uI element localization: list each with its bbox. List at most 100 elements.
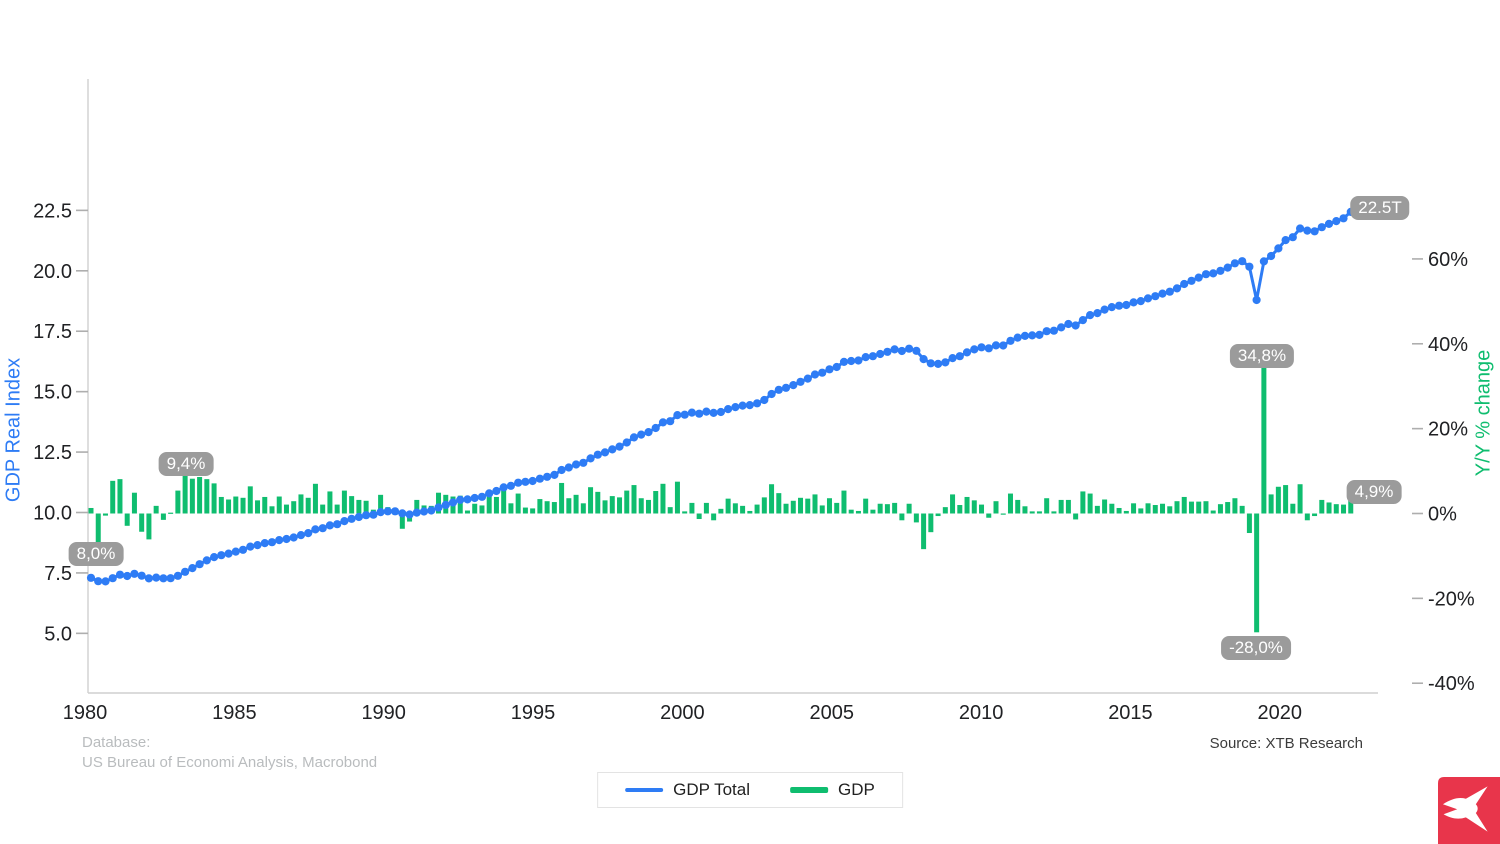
gdp-total-marker [789,381,798,390]
gdp-growth-bar [877,503,883,514]
gdp-growth-bar [1319,499,1325,514]
right-tick-label: -40% [1428,673,1475,695]
xtb-bird-icon [1438,777,1500,844]
gdp-growth-bar [95,513,101,548]
gdp-total-marker [144,574,153,583]
gdp-total-marker [391,507,400,516]
gdp-total-marker [883,347,892,356]
gdp-growth-bar [899,513,905,521]
gdp-growth-bar [638,498,644,514]
gdp-growth-bar [233,496,239,514]
gdp-growth-bar [486,490,492,514]
gdp-growth-bar [740,505,746,514]
gdp-growth-bar [276,496,282,514]
database-note: Database: US Bureau of Economi Analysis,… [82,733,377,773]
gdp-growth-bar [551,502,557,514]
gdp-total-marker [238,545,248,554]
gdp-total-marker [868,352,878,361]
gdp-growth-bar [255,500,261,514]
gdp-total-marker [1057,323,1066,332]
gdp-growth-bar [689,502,695,514]
legend: GDP Total GDP [597,772,903,808]
gdp-growth-bar [1196,501,1202,514]
gdp-total-line-swatch [625,788,664,792]
gdp-total-marker [832,362,841,372]
gdp-growth-bar [848,509,854,514]
gdp-total-marker [260,539,269,548]
gdp-growth-bar [1210,510,1216,514]
gdp-total-marker [224,549,233,558]
x-tick-label: 2000 [660,702,705,724]
database-value: US Bureau of Economi Analysis, Macrobond [82,754,378,771]
gdp-growth-bar [906,503,912,514]
gdp-growth-bar [349,496,355,514]
gdp-total-marker [434,503,443,512]
gdp-total-marker [666,417,675,426]
gdp-growth-bar [110,480,116,514]
gdp-total-marker [427,506,436,515]
gdp-total-marker [890,345,899,354]
gdp-growth-bar [1102,499,1108,514]
gdp-growth-bar [226,499,232,514]
gdp-total-line [90,210,1352,583]
gdp-growth-bar [160,513,166,520]
left-tick-label: 5.0 [44,623,72,645]
gdp-growth-bar [1087,493,1093,514]
gdp-total-marker [1238,257,1247,266]
gdp-total-marker [470,493,479,503]
gdp-growth-bar [1174,501,1180,514]
gdp-total-marker [955,352,964,361]
gdp-growth-bar [457,495,463,514]
gdp-total-marker [1115,301,1124,310]
gdp-total-marker [1317,223,1326,232]
gdp-total-marker [485,489,494,498]
gdp-total-marker [362,511,371,520]
gdp-total-marker [1129,298,1138,307]
gdp-total-marker [991,341,1001,350]
gdp-growth-bar [1022,506,1028,514]
gdp-total-marker [311,525,320,534]
gdp-growth-bar [341,490,347,514]
gdp-growth-bar [493,496,499,514]
gdp-growth-bar [218,496,224,514]
gdp-growth-bar [1261,365,1267,514]
gdp-total-marker [1209,269,1218,278]
gdp-total-marker [615,442,624,451]
gdp-total-marker [1230,259,1239,268]
gdp-growth-bar [1160,503,1166,514]
gdp-growth-bar [682,511,688,514]
gdp-growth-bar [580,503,586,514]
gdp-total-marker [774,385,783,394]
annotation-badge: 4,9% [1346,480,1402,504]
gdp-total-marker [702,407,711,416]
gdp-growth-bar [957,505,963,514]
gdp-growth-bar [1217,504,1223,514]
gdp-total-marker [1296,224,1305,233]
gdp-growth-bar [544,501,550,514]
gdp-total-marker [767,389,776,399]
gdp-total-marker [477,492,487,501]
gdp-total-marker [195,560,204,569]
gdp-total-marker [716,407,726,417]
gdp-total-marker [521,477,530,486]
gdp-growth-bar [566,498,572,514]
right-axis-ticks: 60% 40% 20% 0% -20% -40% [1412,249,1475,695]
gdp-total-marker [818,368,827,377]
gdp-total-marker [919,355,928,364]
gdp-total-marker [94,577,103,586]
gdp-growth-bar [1283,485,1289,514]
gdp-total-marker [557,465,566,475]
gdp-total-marker [970,345,979,354]
gdp-total-marker [651,423,660,433]
gdp-total-marker [441,500,450,509]
gdp-growth-bar [718,508,724,514]
gdp-total-marker [1259,257,1268,266]
gdp-growth-bar [863,498,869,514]
x-tick-label: 2005 [810,702,855,724]
gdp-growth-bar [935,513,941,517]
gdp-growth-bar [986,513,992,518]
gdp-total-marker [405,510,414,519]
gdp-total-marker [738,401,747,410]
gdp-growth-bar [979,504,985,514]
gdp-growth-bar [472,503,478,514]
